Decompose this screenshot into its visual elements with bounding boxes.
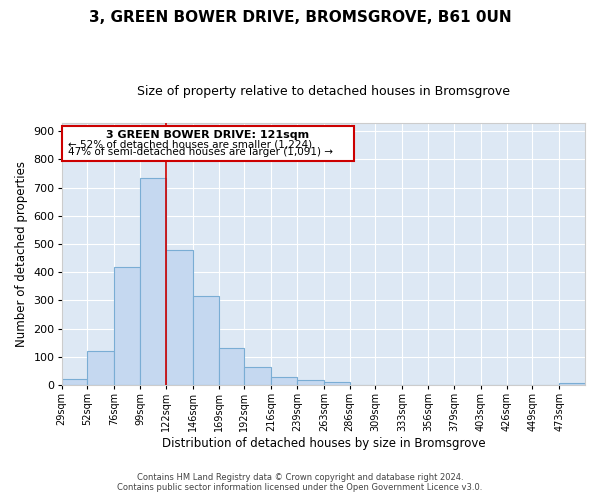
Title: Size of property relative to detached houses in Bromsgrove: Size of property relative to detached ho… bbox=[137, 85, 510, 98]
Y-axis label: Number of detached properties: Number of detached properties bbox=[15, 161, 28, 347]
Bar bbox=[114, 267, 140, 385]
Text: Contains public sector information licensed under the Open Government Licence v3: Contains public sector information licen… bbox=[118, 484, 482, 492]
Bar bbox=[324, 382, 350, 385]
FancyBboxPatch shape bbox=[62, 126, 354, 162]
Bar bbox=[297, 380, 324, 385]
Text: 3, GREEN BOWER DRIVE, BROMSGROVE, B61 0UN: 3, GREEN BOWER DRIVE, BROMSGROVE, B61 0U… bbox=[89, 10, 511, 25]
Bar bbox=[140, 178, 166, 385]
Bar bbox=[218, 348, 244, 385]
Bar bbox=[62, 380, 88, 385]
Text: 3 GREEN BOWER DRIVE: 121sqm: 3 GREEN BOWER DRIVE: 121sqm bbox=[106, 130, 310, 140]
Bar bbox=[559, 383, 585, 385]
Text: 47% of semi-detached houses are larger (1,091) →: 47% of semi-detached houses are larger (… bbox=[68, 148, 334, 158]
Bar bbox=[244, 367, 271, 385]
Bar bbox=[193, 296, 218, 385]
Bar bbox=[88, 350, 114, 385]
X-axis label: Distribution of detached houses by size in Bromsgrove: Distribution of detached houses by size … bbox=[161, 437, 485, 450]
Text: ← 52% of detached houses are smaller (1,224): ← 52% of detached houses are smaller (1,… bbox=[68, 140, 313, 149]
Bar bbox=[166, 250, 193, 385]
Bar bbox=[271, 377, 297, 385]
Text: Contains HM Land Registry data © Crown copyright and database right 2024.: Contains HM Land Registry data © Crown c… bbox=[137, 474, 463, 482]
